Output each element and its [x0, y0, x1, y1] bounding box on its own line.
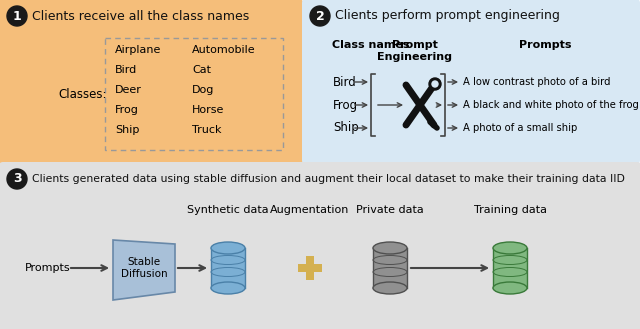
Circle shape [310, 6, 330, 26]
Text: 1: 1 [13, 10, 21, 22]
Circle shape [432, 81, 438, 87]
Bar [211, 248, 245, 288]
Bar [105, 38, 283, 150]
FancyBboxPatch shape [302, 0, 640, 164]
Text: Truck: Truck [192, 125, 221, 135]
Ellipse shape [211, 242, 245, 254]
Text: Horse: Horse [192, 105, 225, 115]
Text: Augmentation: Augmentation [270, 205, 349, 215]
Text: Stable
Diffusion: Stable Diffusion [121, 257, 167, 279]
FancyBboxPatch shape [0, 0, 303, 164]
Text: Clients generated data using stable diffusion and augment their local dataset to: Clients generated data using stable diff… [32, 174, 625, 184]
Text: Bird: Bird [333, 75, 356, 89]
Text: Ship: Ship [333, 121, 359, 135]
Text: Class names: Class names [332, 40, 410, 50]
Text: A low contrast photo of a bird: A low contrast photo of a bird [463, 77, 611, 87]
Text: Deer: Deer [115, 85, 142, 95]
Ellipse shape [493, 242, 527, 254]
Text: Frog: Frog [333, 98, 358, 112]
Bar [306, 256, 314, 280]
Circle shape [7, 6, 27, 26]
Text: Prompt
Engineering: Prompt Engineering [378, 40, 452, 62]
Text: Ship: Ship [115, 125, 140, 135]
Text: Classes:: Classes: [58, 88, 106, 100]
Circle shape [429, 78, 441, 90]
Bar [298, 264, 322, 272]
Text: Clients perform prompt engineering: Clients perform prompt engineering [335, 10, 560, 22]
Ellipse shape [373, 282, 407, 294]
Ellipse shape [211, 282, 245, 294]
Text: Clients receive all the class names: Clients receive all the class names [32, 10, 249, 22]
Text: Dog: Dog [192, 85, 214, 95]
Text: Bird: Bird [115, 65, 137, 75]
Text: Private data: Private data [356, 205, 424, 215]
Text: Training data: Training data [474, 205, 547, 215]
Text: A black and white photo of the frog: A black and white photo of the frog [463, 100, 639, 110]
Text: 3: 3 [13, 172, 21, 186]
Polygon shape [113, 240, 175, 300]
Bar [373, 248, 407, 288]
Bar [493, 248, 527, 288]
Ellipse shape [493, 282, 527, 294]
Text: Prompts: Prompts [519, 40, 572, 50]
Ellipse shape [373, 242, 407, 254]
Text: Airplane: Airplane [115, 45, 161, 55]
Text: Cat: Cat [192, 65, 211, 75]
Text: Synthetic data: Synthetic data [187, 205, 269, 215]
Circle shape [7, 169, 27, 189]
Text: Automobile: Automobile [192, 45, 255, 55]
Text: 2: 2 [316, 10, 324, 22]
Text: Frog: Frog [115, 105, 139, 115]
FancyBboxPatch shape [0, 162, 640, 329]
Text: A photo of a small ship: A photo of a small ship [463, 123, 577, 133]
Text: Prompts: Prompts [25, 263, 70, 273]
